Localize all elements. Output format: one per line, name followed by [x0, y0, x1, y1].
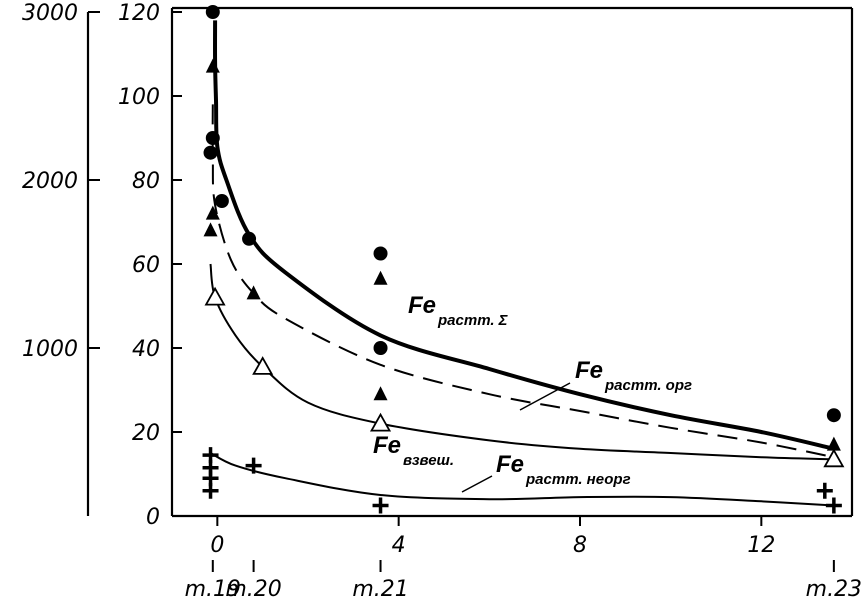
series-label-inorg: Feрастт. неорг [461, 451, 631, 493]
data-point-triangle [373, 270, 388, 285]
data-point-plus [816, 482, 833, 499]
series-label-main: Feрастт. орг [575, 357, 692, 394]
data-point-circle [826, 408, 841, 423]
data-point-triangle [205, 58, 220, 73]
series-curve [213, 20, 835, 451]
curves [209, 20, 835, 507]
series-curve [209, 263, 834, 461]
data-point-triangle [826, 436, 841, 451]
x-tick-label: 0 [210, 533, 224, 558]
data-point-circle [373, 246, 388, 261]
data-point-plus [245, 457, 262, 474]
data-point-triangle [203, 222, 218, 237]
x-tick-label: 12 [747, 533, 775, 558]
markers [202, 5, 845, 514]
y-tick-label: 40 [132, 337, 160, 362]
y-tick-label: 120 [118, 1, 160, 26]
data-point-circle [203, 145, 218, 160]
data-point-open-triangle [369, 412, 392, 432]
series-curve [210, 452, 834, 507]
x-tick-label: 8 [573, 533, 587, 558]
series-label-sum: Feрастт. Σ [408, 292, 509, 329]
y2-tick-label: 3000 [22, 1, 78, 26]
y-tick-label: 80 [132, 169, 160, 194]
data-point-circle [242, 231, 257, 246]
data-point-triangle [205, 205, 220, 220]
station-label: m.23 [806, 577, 862, 602]
y2-tick-label: 2000 [22, 169, 78, 194]
station-label: m.20 [225, 577, 281, 602]
x-tick-label: 4 [392, 533, 406, 558]
data-point-circle [214, 194, 229, 208]
data-point-open-triangle [204, 286, 226, 306]
series-label-main: Feрастт. Σ [408, 292, 509, 329]
data-point-circle [205, 131, 220, 145]
series-leader-line [519, 382, 571, 411]
data-point-circle [205, 5, 220, 19]
data-point-open-triangle [252, 356, 274, 375]
data-point-plus [825, 497, 842, 514]
y2-tick-label: 1000 [22, 337, 78, 362]
series-label-suspended: Feвзвеш. [373, 432, 454, 469]
data-point-plus [372, 497, 389, 514]
data-point-triangle [373, 386, 388, 401]
data-point-triangle [246, 285, 261, 300]
data-point-circle [373, 341, 388, 355]
series-curve [211, 104, 835, 459]
series-label-main: Feрастт. неорг [496, 451, 631, 488]
station-label: m.19 [185, 577, 241, 602]
y-tick-label: 100 [118, 85, 160, 110]
series-leader-line [461, 475, 493, 493]
data-point-plus [202, 482, 219, 499]
data-point-open-triangle [823, 448, 845, 468]
y-tick-label: 20 [132, 421, 160, 446]
series-label-org: Feрастт. орг [519, 357, 692, 411]
y-tick-label: 60 [132, 253, 160, 278]
axes [86, 6, 854, 518]
ticks: 0 20 40 60 80 100 120 1000 2000 3000 0 4 8 12 m.19m.20… [22, 1, 862, 602]
series-label-main: Feвзвеш. [373, 432, 454, 469]
station-label: m.21 [352, 577, 408, 602]
y-tick-label: 0 [146, 505, 160, 530]
